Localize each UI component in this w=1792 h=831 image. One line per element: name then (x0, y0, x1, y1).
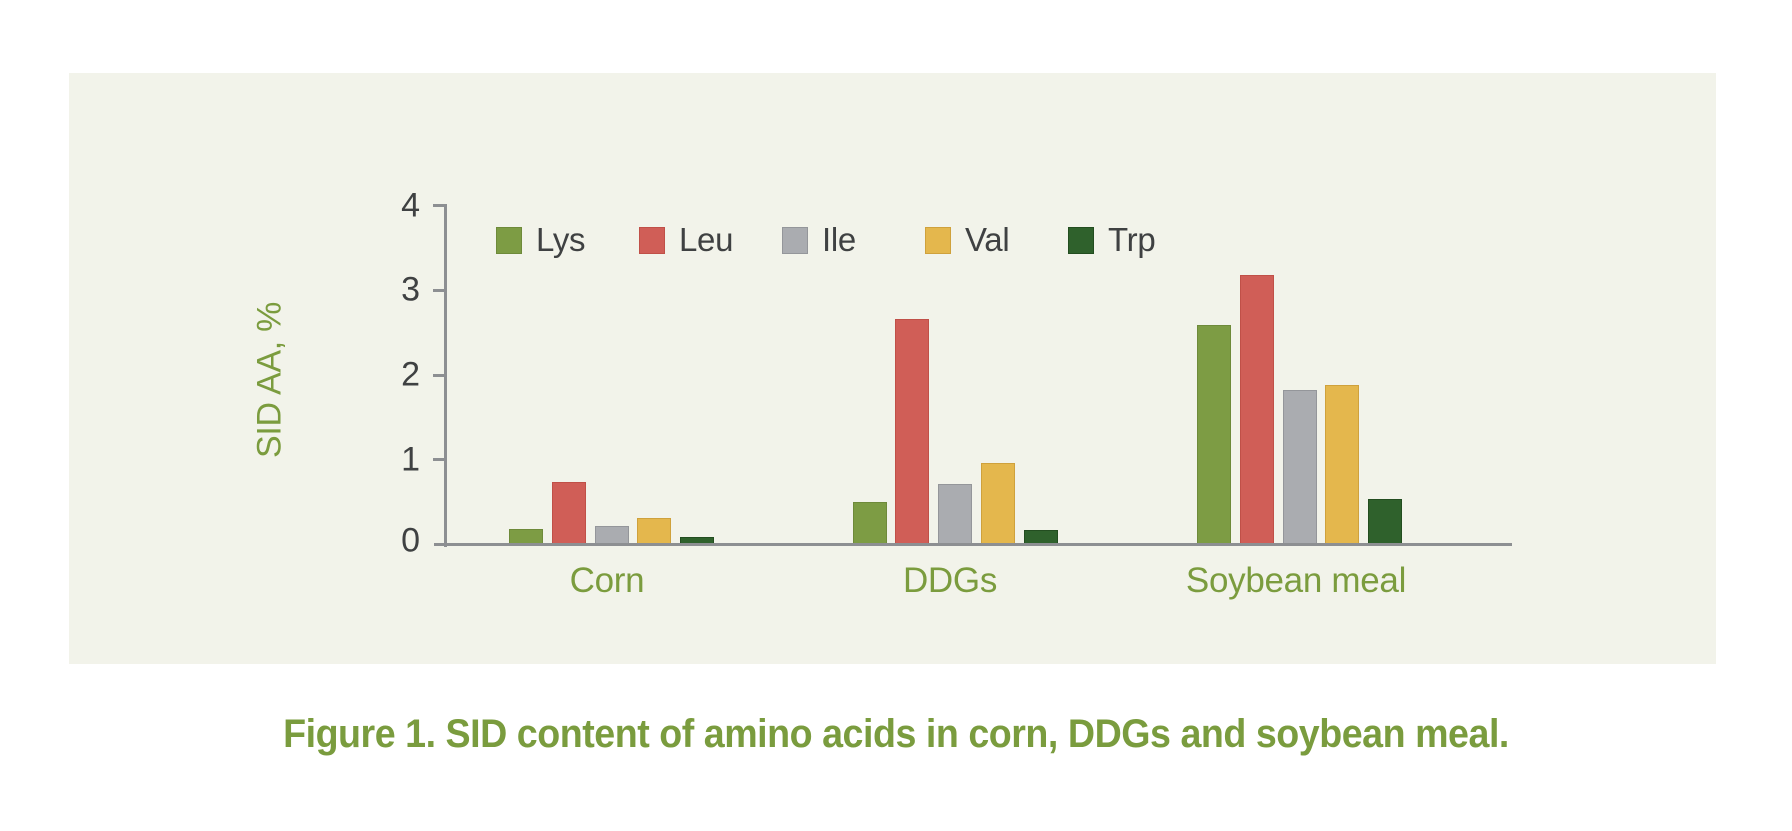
x-axis-line (434, 543, 1512, 546)
bar-ddgs-trp (1024, 530, 1058, 543)
legend-label-leu: Leu (679, 221, 734, 258)
legend-item-val: Val (925, 221, 1010, 258)
bar-ddgs-val (981, 463, 1015, 543)
legend-label-lys: Lys (536, 221, 586, 258)
y-tick-4 (433, 204, 447, 208)
chart-panel: SID AA, % Lys Leu Ile Val Trp 0 1 2 3 4 Corn DDGs S… (69, 73, 1716, 664)
category-label-ddgs: DDGs (902, 561, 998, 600)
legend-label-ile: Ile (822, 221, 856, 258)
bar-ddgs-lys (853, 502, 887, 543)
bar-soybean-meal-ile (1283, 390, 1317, 543)
legend-item-lys: Lys (496, 221, 586, 258)
y-tick-2 (433, 373, 447, 377)
y-tick-label-3: 3 (401, 270, 420, 309)
legend-item-leu: Leu (639, 221, 733, 258)
bar-corn-trp (680, 537, 714, 543)
legend-swatch-val (925, 226, 951, 254)
bar-corn-leu (552, 482, 586, 543)
bar-soybean-meal-leu (1240, 275, 1274, 543)
legend-label-trp: Trp (1108, 221, 1156, 258)
legend-swatch-leu (639, 226, 665, 254)
y-tick-3 (433, 288, 447, 292)
bar-ddgs-leu (895, 319, 929, 543)
legend-item-trp: Trp (1068, 221, 1156, 258)
bar-soybean-meal-val (1325, 385, 1359, 543)
bar-corn-lys (509, 529, 543, 543)
legend-item-ile: Ile (782, 221, 856, 258)
legend-swatch-ile (782, 226, 808, 254)
bar-corn-val (637, 518, 671, 543)
category-label-soybean-meal: Soybean meal (1185, 561, 1407, 600)
bar-soybean-meal-trp (1368, 499, 1402, 543)
y-tick-label-1: 1 (401, 440, 420, 479)
y-tick-label-4: 4 (401, 186, 420, 225)
legend-swatch-lys (496, 226, 522, 254)
legend-swatch-trp (1068, 226, 1094, 254)
y-tick-1 (433, 458, 447, 462)
category-label-corn: Corn (569, 561, 645, 600)
bar-ddgs-ile (938, 484, 972, 543)
y-axis-title: SID AA, % (250, 301, 289, 459)
y-tick-label-2: 2 (401, 355, 420, 394)
bar-soybean-meal-lys (1197, 325, 1231, 543)
legend-label-val: Val (965, 221, 1010, 258)
y-tick-label-0: 0 (401, 521, 420, 559)
figure-caption: Figure 1. SID content of amino acids in … (283, 712, 1509, 756)
bar-corn-ile (595, 526, 629, 543)
